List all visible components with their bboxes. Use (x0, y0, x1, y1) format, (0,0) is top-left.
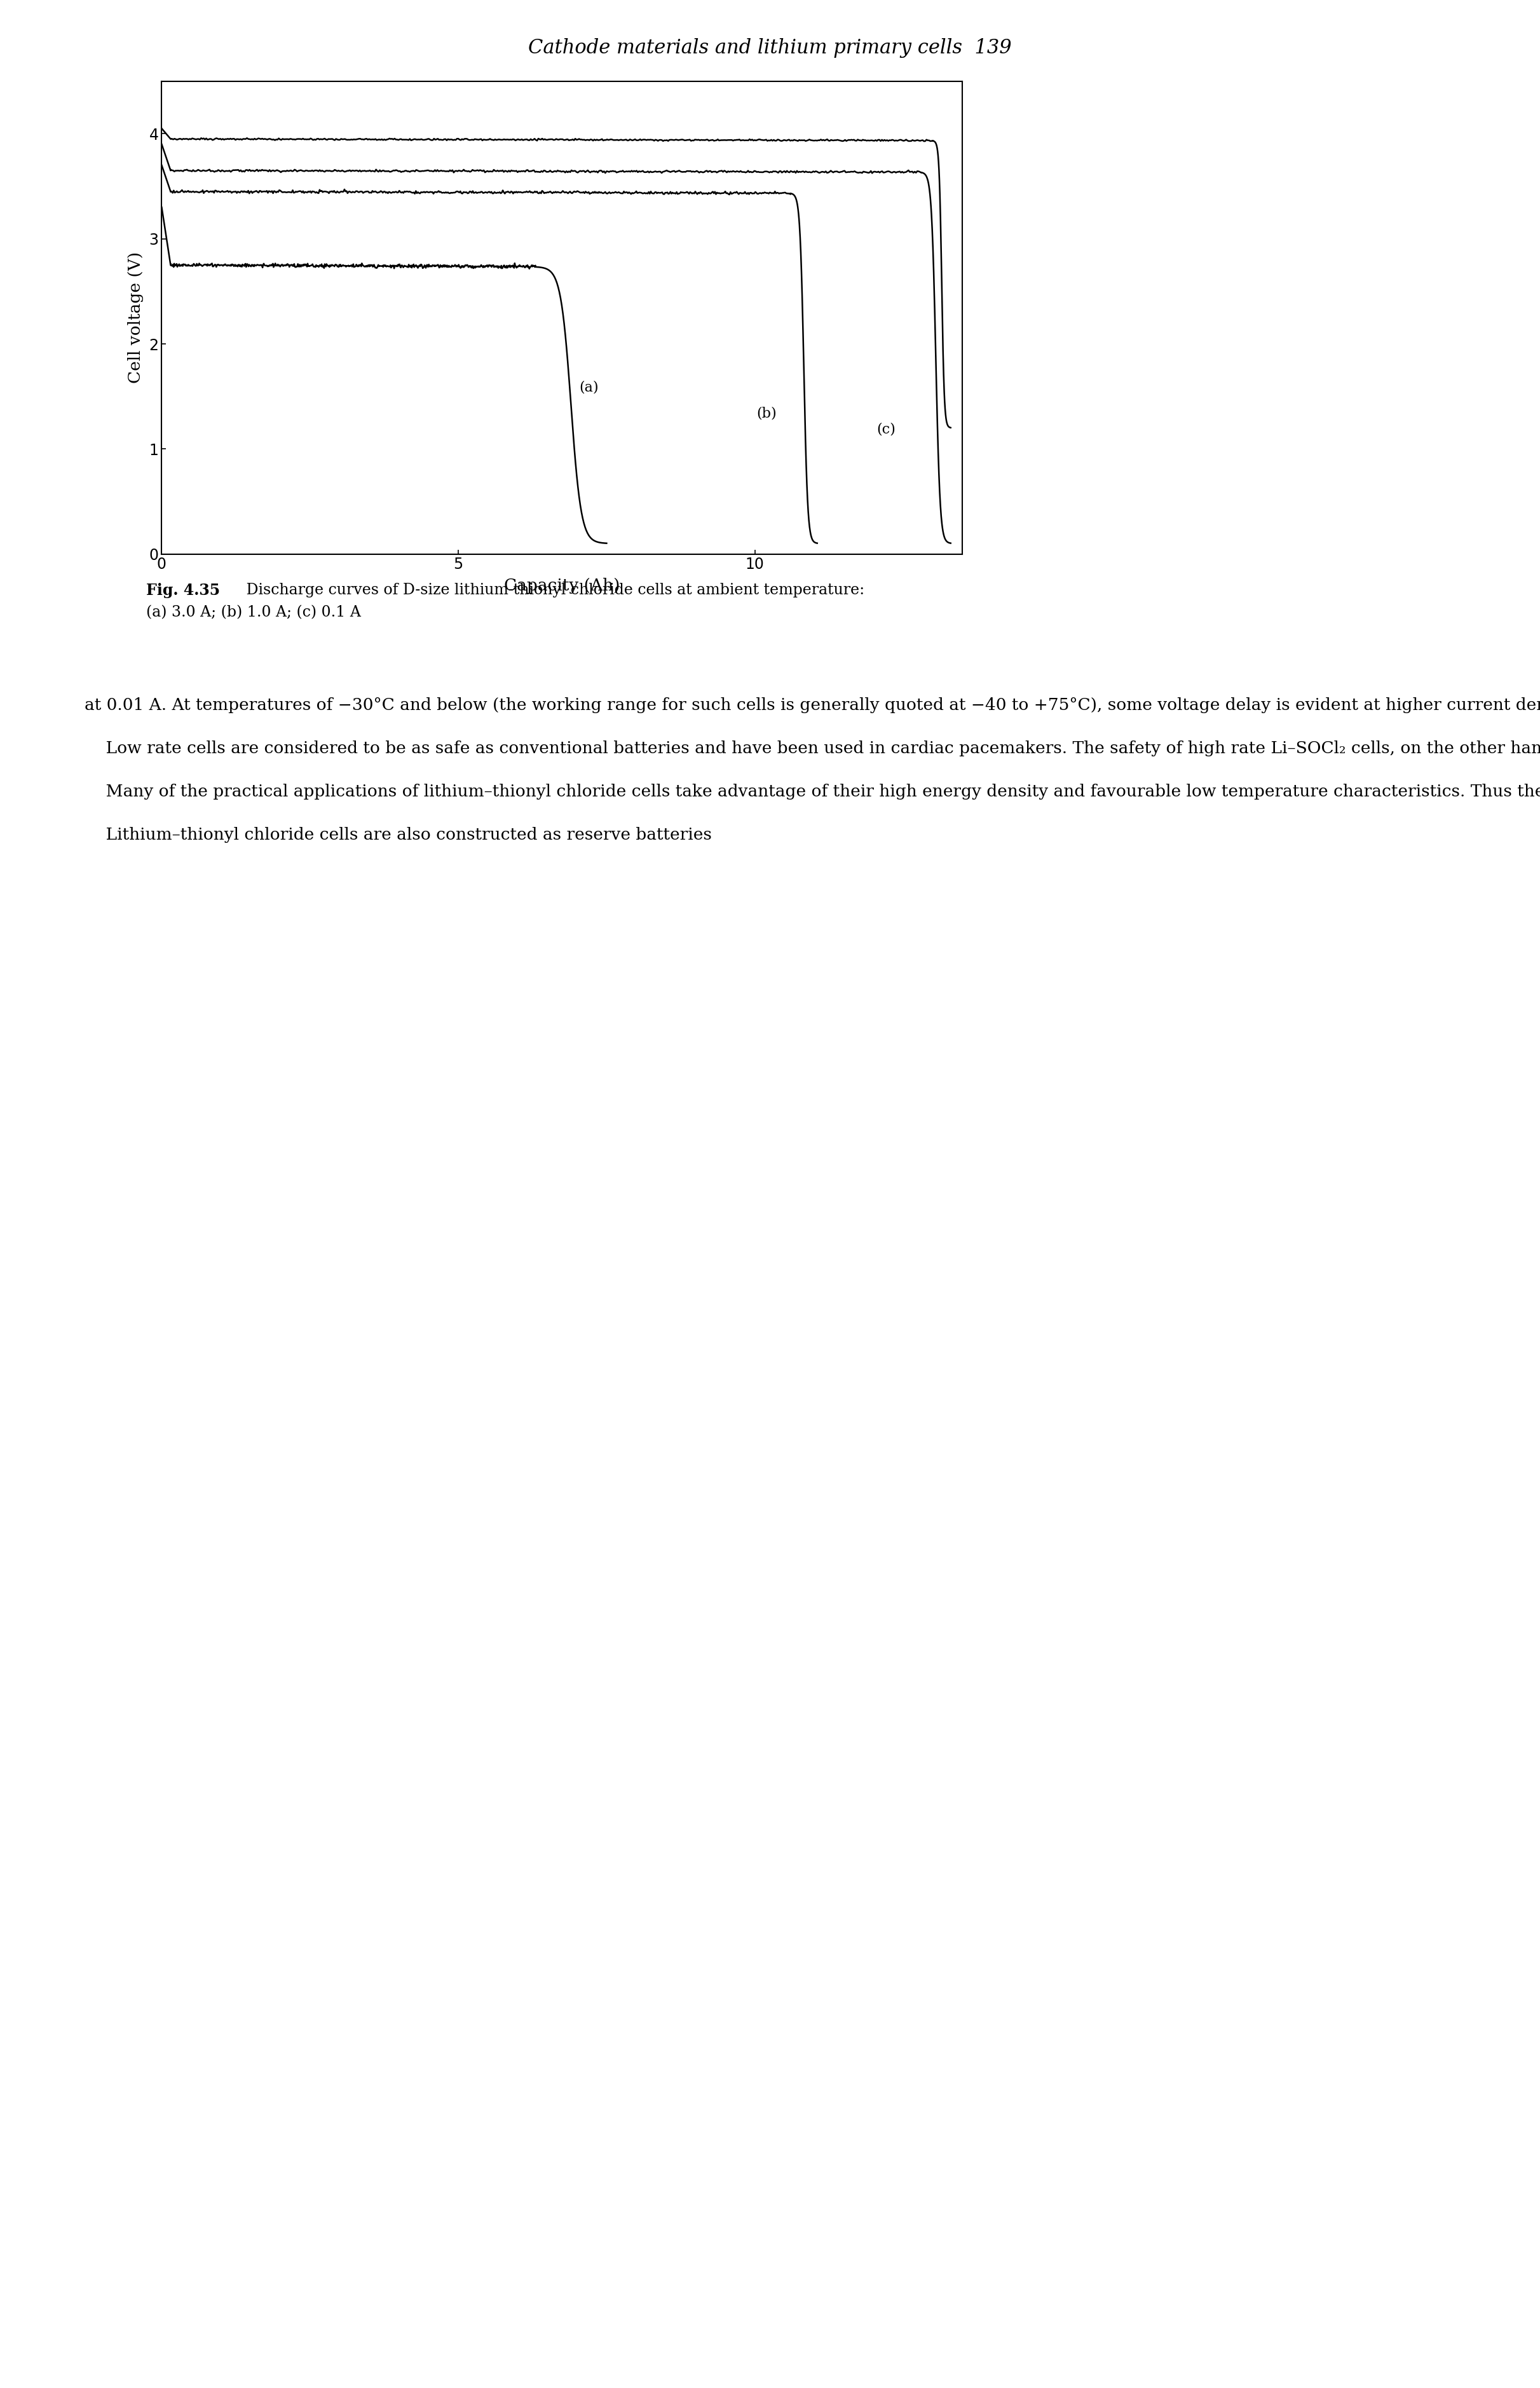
Text: (a) 3.0 A; (b) 1.0 A; (c) 0.1 A: (a) 3.0 A; (b) 1.0 A; (c) 0.1 A (146, 604, 360, 621)
X-axis label: Capacity (Ah): Capacity (Ah) (504, 578, 621, 595)
Text: (b): (b) (756, 406, 776, 420)
Text: at 0.01 A. At temperatures of −30°C and below (the working range for such cells : at 0.01 A. At temperatures of −30°C and … (85, 697, 1540, 843)
Text: Cathode materials and lithium primary cells  139: Cathode materials and lithium primary ce… (528, 38, 1012, 57)
Text: Discharge curves of D-size lithium-thionyl chloride cells at ambient temperature: Discharge curves of D-size lithium-thion… (242, 583, 865, 597)
Y-axis label: Cell voltage (V): Cell voltage (V) (128, 251, 143, 384)
Text: (c): (c) (876, 423, 895, 437)
Text: (a): (a) (579, 380, 599, 394)
Text: Fig. 4.35: Fig. 4.35 (146, 583, 220, 597)
